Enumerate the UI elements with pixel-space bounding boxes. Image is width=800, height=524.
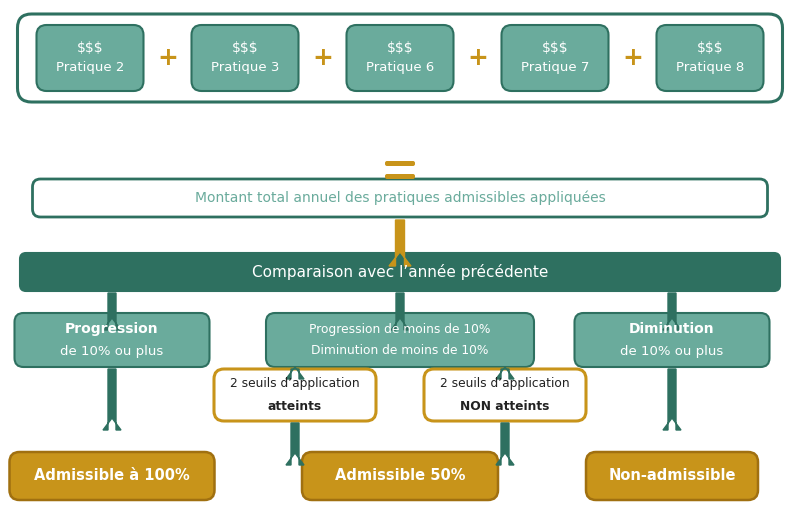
Text: Montant total annuel des pratiques admissibles appliquées: Montant total annuel des pratiques admis… (194, 191, 606, 205)
FancyBboxPatch shape (302, 452, 498, 500)
Text: $$$: $$$ (386, 41, 414, 55)
FancyBboxPatch shape (574, 313, 770, 367)
FancyBboxPatch shape (20, 253, 780, 291)
Text: Pratique 3: Pratique 3 (211, 61, 279, 74)
Text: Pratique 6: Pratique 6 (366, 61, 434, 74)
Polygon shape (496, 423, 514, 465)
FancyBboxPatch shape (214, 369, 376, 421)
Text: Progression de moins de 10%: Progression de moins de 10% (310, 322, 490, 335)
FancyBboxPatch shape (657, 25, 763, 91)
FancyBboxPatch shape (346, 25, 454, 91)
Text: NON atteints: NON atteints (460, 399, 550, 412)
FancyBboxPatch shape (191, 25, 298, 91)
Text: Diminution: Diminution (629, 322, 715, 336)
Text: 2 seuils d’application: 2 seuils d’application (230, 377, 360, 390)
FancyBboxPatch shape (586, 452, 758, 500)
Text: Diminution de moins de 10%: Diminution de moins de 10% (311, 344, 489, 357)
Polygon shape (103, 369, 121, 430)
Text: Pratique 7: Pratique 7 (521, 61, 589, 74)
Text: Pratique 8: Pratique 8 (676, 61, 744, 74)
Text: Pratique 2: Pratique 2 (56, 61, 124, 74)
Text: de 10% ou plus: de 10% ou plus (620, 344, 724, 357)
Text: $$$: $$$ (697, 41, 723, 55)
Text: +: + (157, 46, 178, 70)
Text: +: + (312, 46, 333, 70)
Text: atteints: atteints (268, 399, 322, 412)
FancyBboxPatch shape (10, 452, 214, 500)
FancyBboxPatch shape (385, 174, 415, 179)
Text: +: + (467, 46, 488, 70)
Polygon shape (391, 293, 409, 330)
FancyBboxPatch shape (424, 369, 586, 421)
FancyBboxPatch shape (37, 25, 143, 91)
FancyBboxPatch shape (266, 313, 534, 367)
Text: Admissible à 100%: Admissible à 100% (34, 468, 190, 484)
Polygon shape (663, 293, 681, 330)
Text: de 10% ou plus: de 10% ou plus (60, 344, 164, 357)
FancyBboxPatch shape (14, 313, 210, 367)
Text: Comparaison avec l’année précédente: Comparaison avec l’année précédente (252, 264, 548, 280)
Text: Non-admissible: Non-admissible (608, 468, 736, 484)
Polygon shape (286, 423, 304, 465)
Text: +: + (622, 46, 643, 70)
Polygon shape (663, 369, 681, 430)
FancyBboxPatch shape (502, 25, 609, 91)
Polygon shape (496, 367, 514, 379)
Text: $$$: $$$ (542, 41, 568, 55)
Text: Progression: Progression (65, 322, 159, 336)
Polygon shape (286, 367, 304, 379)
Polygon shape (389, 220, 411, 266)
Text: 2 seuils d’application: 2 seuils d’application (440, 377, 570, 390)
Text: $$$: $$$ (232, 41, 258, 55)
Text: Admissible 50%: Admissible 50% (334, 468, 466, 484)
Polygon shape (103, 293, 121, 330)
FancyBboxPatch shape (385, 161, 415, 166)
Text: $$$: $$$ (77, 41, 103, 55)
FancyBboxPatch shape (33, 179, 767, 217)
